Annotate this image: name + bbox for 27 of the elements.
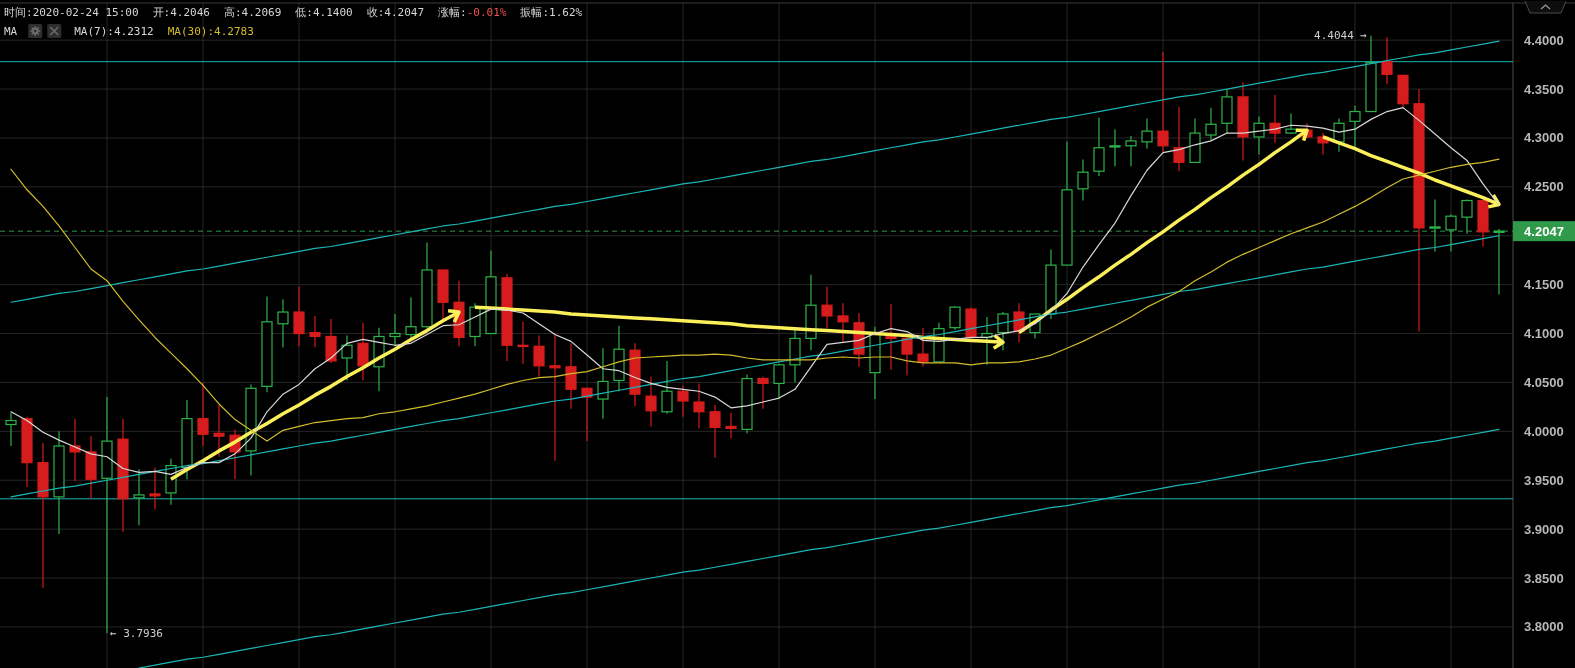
- annotation: 收:4.2047: [366, 6, 425, 19]
- text: MA(30):4.2783: [167, 25, 254, 38]
- y-tick-label: 4.2500: [1524, 179, 1564, 195]
- y-tick-label: 4.0500: [1524, 374, 1564, 390]
- annotation: 低:4.1400: [295, 6, 353, 19]
- annotation: 涨幅:-0.01%: [438, 6, 507, 19]
- y-tick-label: 4.4000: [1524, 32, 1564, 48]
- y-tick-label: 4.3000: [1524, 130, 1564, 146]
- y-tick-label: 4.1500: [1524, 277, 1564, 293]
- y-tick-label: 3.9500: [1524, 472, 1564, 488]
- y-tick-label: 4.0000: [1524, 423, 1564, 439]
- y-tick-label: 3.8000: [1524, 619, 1564, 635]
- y-tick-label: 4.1000: [1524, 326, 1564, 342]
- annotation: 高:4.2069: [223, 6, 282, 19]
- ref-line-label: 4.2047: [1524, 223, 1564, 239]
- text: 4.4044 →: [1314, 29, 1367, 43]
- annotation: 开:4.2046: [152, 6, 210, 19]
- annotation: 振幅:1.62%: [520, 6, 583, 19]
- legend-title: MA: [4, 25, 18, 38]
- text: ← 3.7936: [110, 626, 163, 640]
- y-tick-label: 4.3500: [1524, 81, 1564, 97]
- line-series: [10, 158, 1500, 442]
- y-tick-label: 3.8500: [1524, 570, 1564, 586]
- line-series: [10, 107, 1500, 475]
- y-tick-label: 3.9000: [1524, 521, 1564, 537]
- chart-title: 时间:2020-02-24 15:00: [4, 6, 139, 19]
- text: MA(7):4.2312: [74, 25, 154, 38]
